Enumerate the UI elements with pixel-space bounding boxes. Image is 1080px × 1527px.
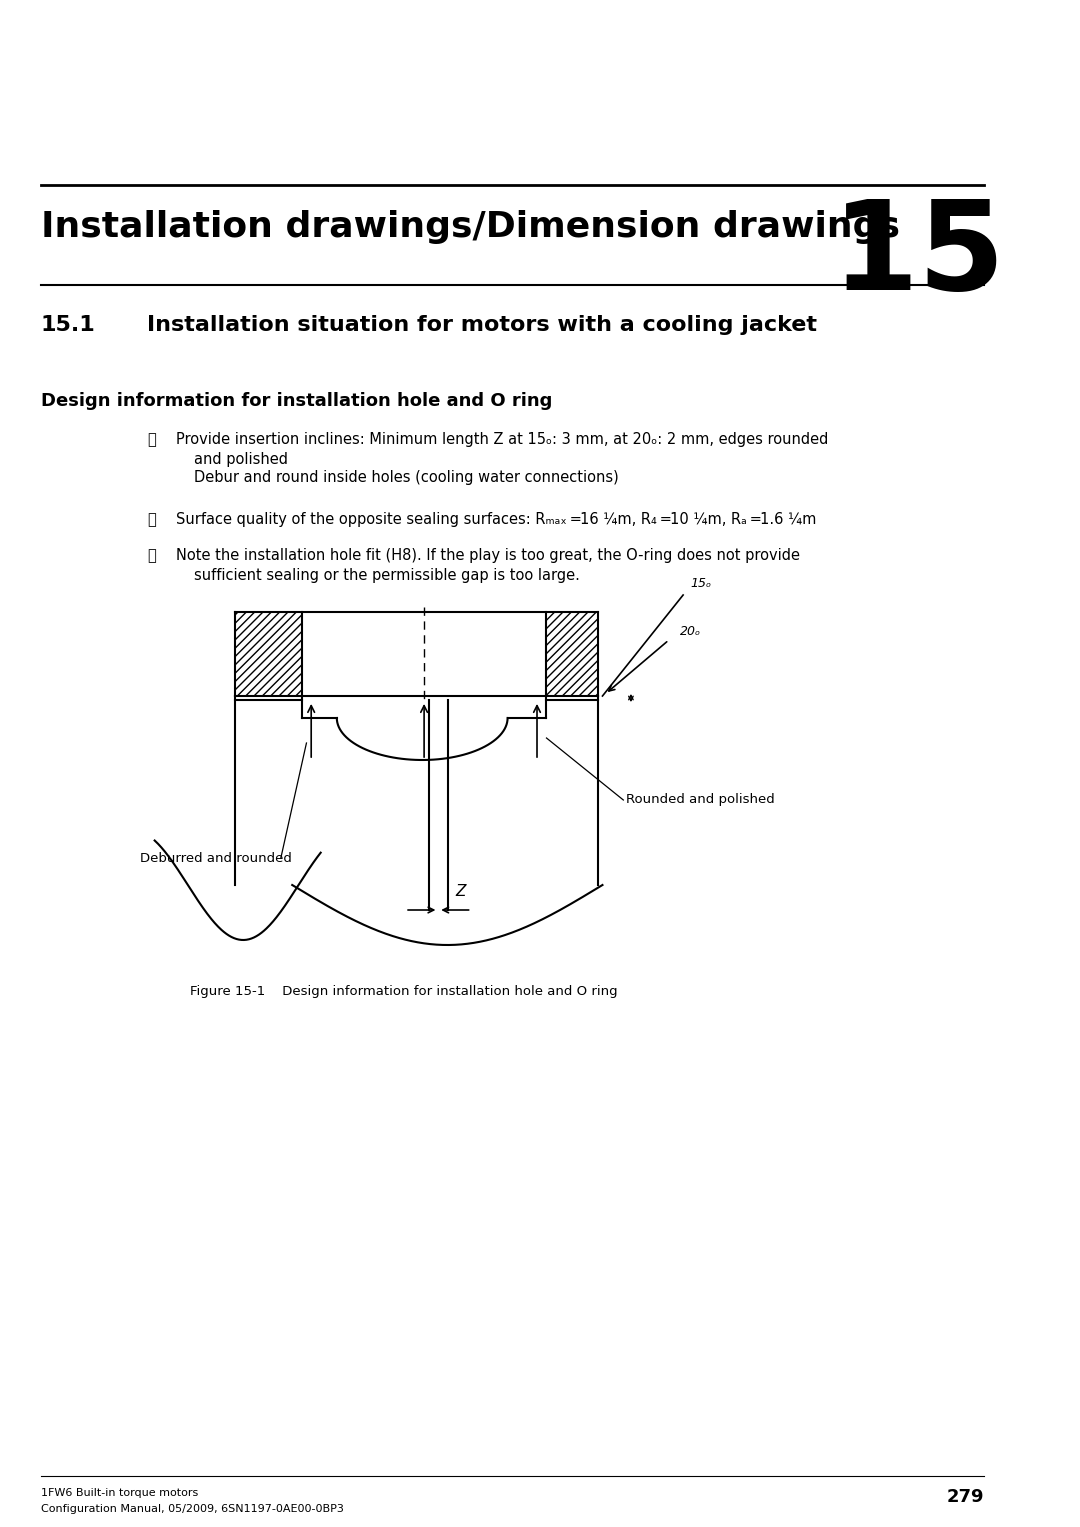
Text: 20ₒ: 20ₒ <box>680 625 701 638</box>
Text: Note the installation hole fit (H8). If the play is too great, the O-ring does n: Note the installation hole fit (H8). If … <box>176 548 799 563</box>
Text: and polished: and polished <box>194 452 288 467</box>
Text: 1FW6 Built-in torque motors: 1FW6 Built-in torque motors <box>41 1487 198 1498</box>
Text: Rounded and polished: Rounded and polished <box>626 794 775 806</box>
Bar <box>546 612 597 696</box>
Text: 15ₒ: 15ₒ <box>691 577 712 589</box>
Text: 砸: 砸 <box>147 548 156 563</box>
Text: 15: 15 <box>832 195 1005 316</box>
Bar <box>235 612 301 696</box>
Bar <box>301 612 546 696</box>
Text: sufficient sealing or the permissible gap is too large.: sufficient sealing or the permissible ga… <box>194 568 580 583</box>
Text: 279: 279 <box>946 1487 984 1506</box>
Text: Design information for installation hole and O ring: Design information for installation hole… <box>41 392 552 411</box>
Text: Z: Z <box>456 884 465 899</box>
Text: Surface quality of the opposite sealing surfaces: Rₘₐₓ ═16 ¼m, R₄ ═10 ¼m, Rₐ ═1.: Surface quality of the opposite sealing … <box>176 512 815 527</box>
Text: Provide insertion inclines: Minimum length Z at 15ₒ: 3 mm, at 20ₒ: 2 mm, edges r: Provide insertion inclines: Minimum leng… <box>176 432 828 447</box>
Text: Installation drawings/Dimension drawings: Installation drawings/Dimension drawings <box>41 211 900 244</box>
Text: Debur and round inside holes (cooling water connections): Debur and round inside holes (cooling wa… <box>194 470 619 486</box>
Text: 15.1: 15.1 <box>41 315 95 334</box>
Text: Figure 15-1    Design information for installation hole and O ring: Figure 15-1 Design information for insta… <box>190 985 618 999</box>
Text: Deburred and rounded: Deburred and rounded <box>140 852 293 864</box>
Text: Installation situation for motors with a cooling jacket: Installation situation for motors with a… <box>147 315 818 334</box>
Text: 砸: 砸 <box>147 512 156 527</box>
Text: 砸: 砸 <box>147 432 156 447</box>
Text: Configuration Manual, 05/2009, 6SN1197-0AE00-0BP3: Configuration Manual, 05/2009, 6SN1197-0… <box>41 1504 343 1513</box>
